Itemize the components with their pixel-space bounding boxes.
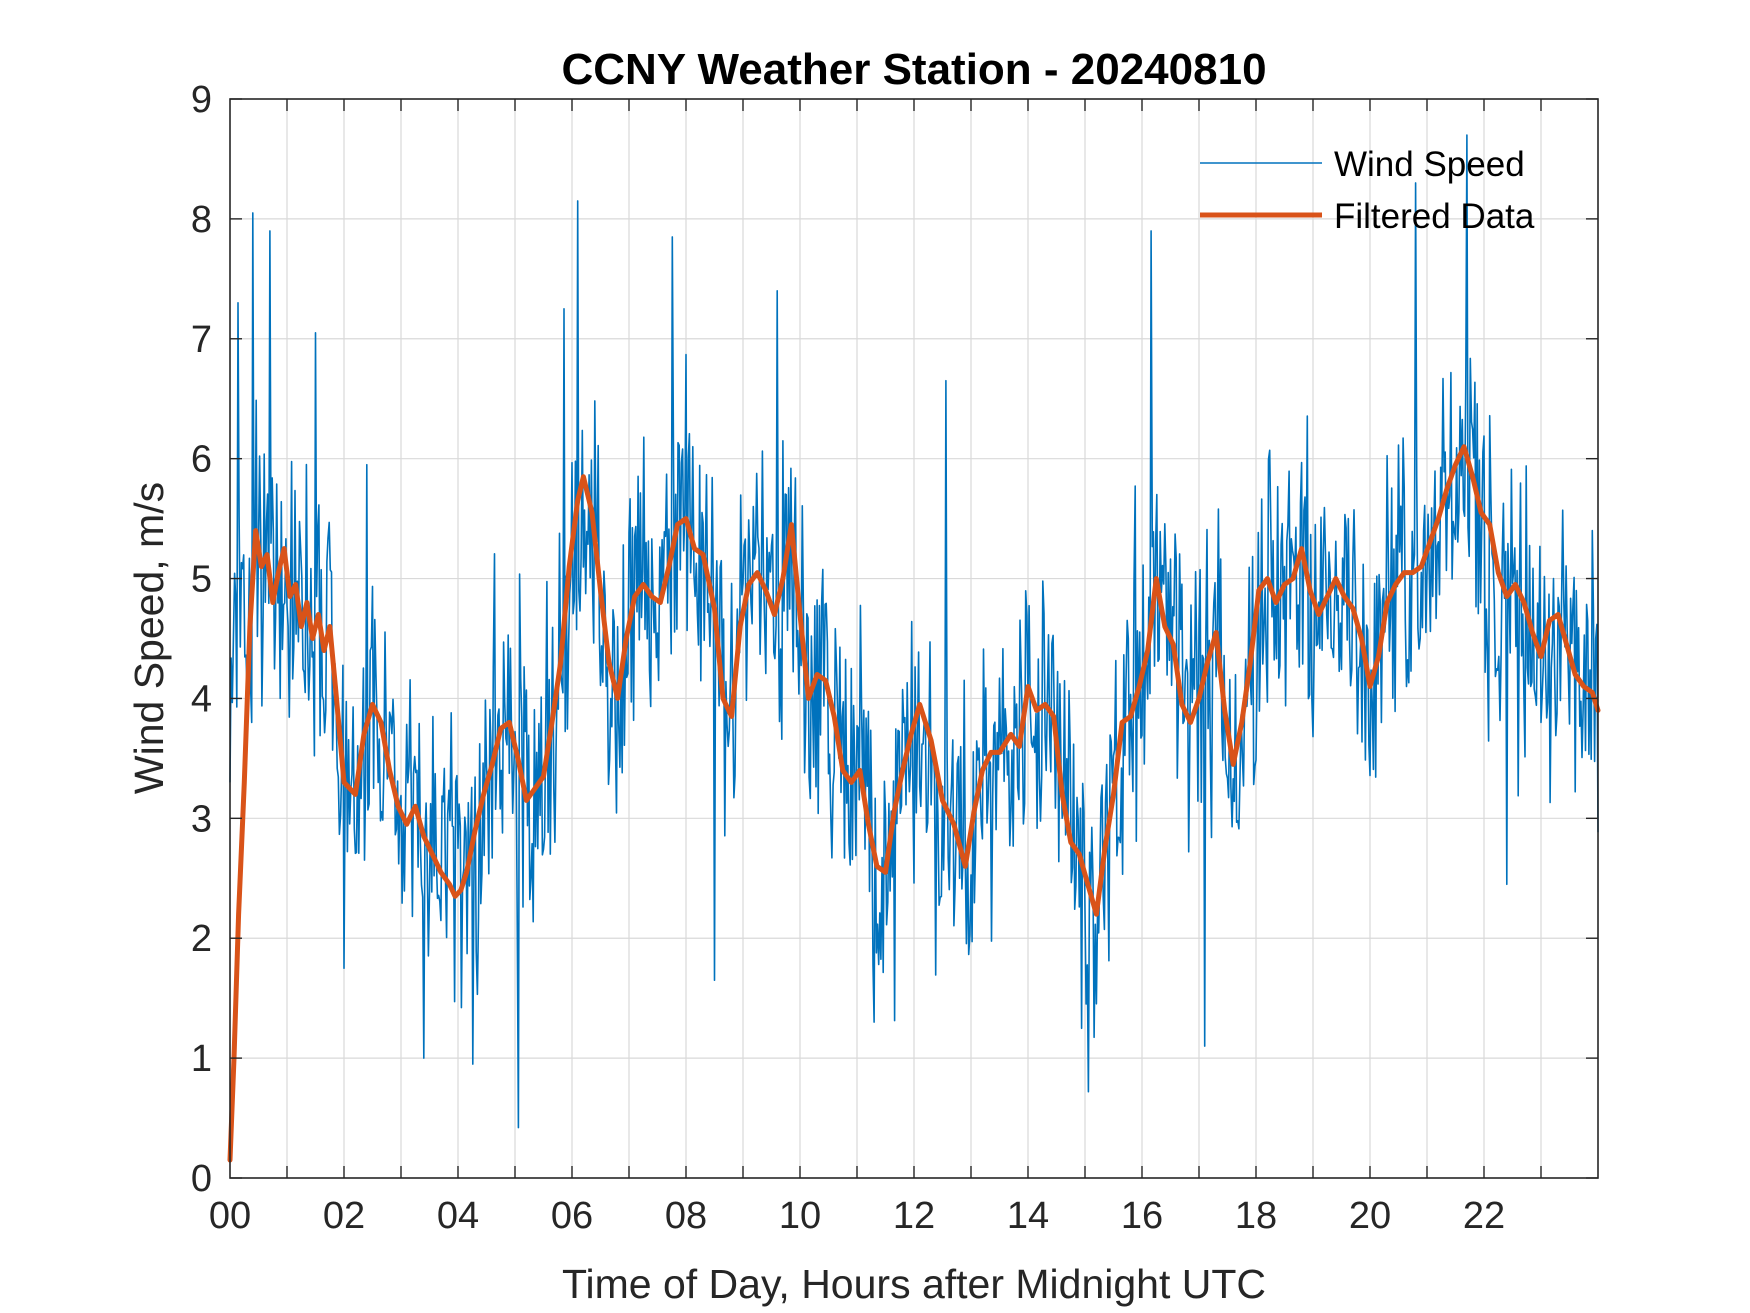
x-tick-label: 02 <box>323 1195 365 1237</box>
x-tick-label: 00 <box>209 1195 251 1237</box>
y-tick-labels: 0 1 2 3 4 5 6 7 8 9 <box>191 79 212 1200</box>
y-tick-label: 6 <box>191 439 212 481</box>
x-tick-label: 10 <box>779 1195 821 1237</box>
x-axis-label: Time of Day, Hours after Midnight UTC <box>562 1261 1266 1307</box>
x-tick-label: 22 <box>1463 1195 1505 1237</box>
y-axis-label: Wind Speed, m/s <box>126 482 172 794</box>
filtered-data-series <box>227 444 1601 1163</box>
wind-speed-line <box>229 134 1599 1129</box>
x-tick-label: 20 <box>1349 1195 1391 1237</box>
y-tick-label: 1 <box>191 1038 212 1080</box>
x-tick-label: 14 <box>1007 1195 1049 1237</box>
legend-label-wind-speed: Wind Speed <box>1334 145 1525 184</box>
x-tick-label: 12 <box>893 1195 935 1237</box>
filtered-data-line <box>227 444 1601 1163</box>
y-tick-label: 7 <box>191 319 212 361</box>
y-tick-label: 9 <box>191 79 212 121</box>
x-tick-labels: 00 02 04 06 08 10 12 14 16 18 20 22 <box>209 1195 1505 1237</box>
x-tick-label: 18 <box>1235 1195 1277 1237</box>
y-tick-label: 8 <box>191 199 212 241</box>
wind-speed-series <box>229 134 1599 1129</box>
y-tick-label: 0 <box>191 1158 212 1200</box>
x-tick-label: 08 <box>665 1195 707 1237</box>
y-tick-label: 4 <box>191 678 212 720</box>
y-tick-label: 2 <box>191 918 212 960</box>
legend: Wind Speed Filtered Data <box>1200 145 1535 236</box>
y-tick-label: 3 <box>191 798 212 840</box>
chart-title: CCNY Weather Station - 20240810 <box>561 45 1266 94</box>
grid-lines <box>230 99 1598 1178</box>
x-tick-label: 04 <box>437 1195 479 1237</box>
x-tick-label: 06 <box>551 1195 593 1237</box>
y-tick-label: 5 <box>191 559 212 601</box>
x-tick-label: 16 <box>1121 1195 1163 1237</box>
legend-label-filtered-data: Filtered Data <box>1334 197 1535 236</box>
axis-ticks <box>230 98 1598 1179</box>
